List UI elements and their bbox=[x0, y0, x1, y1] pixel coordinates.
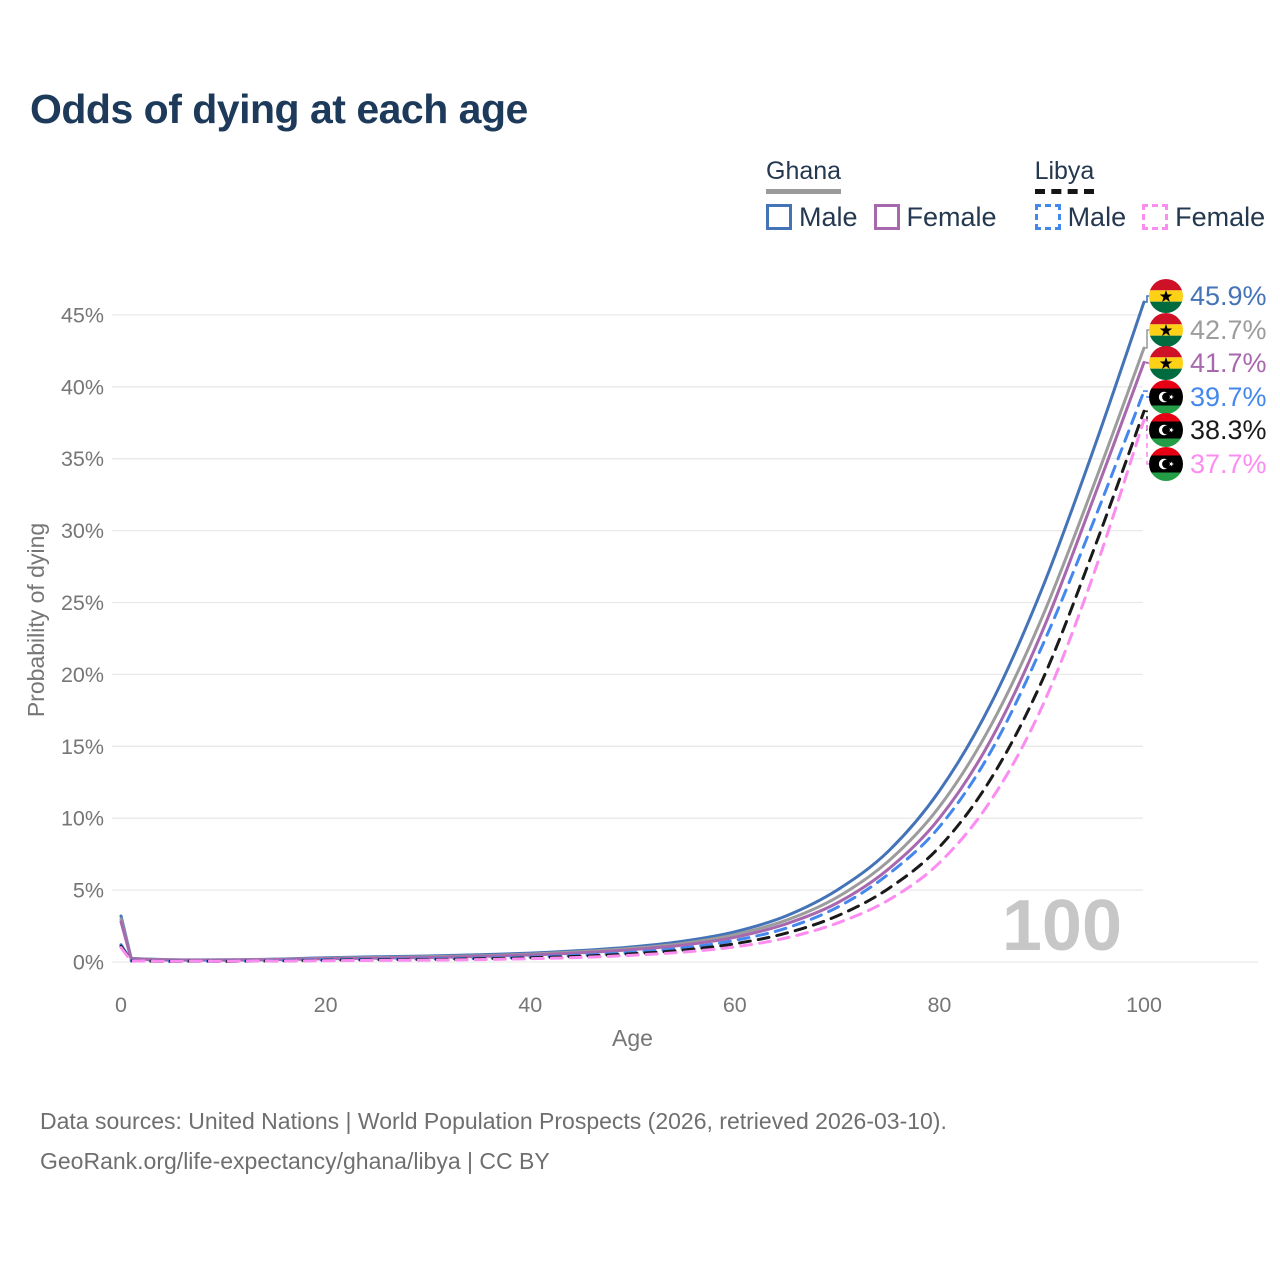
legend-item-label: Female bbox=[906, 201, 997, 232]
libya-male-line-swatch-icon bbox=[1034, 204, 1061, 230]
x-axis-tick-label: 0 bbox=[115, 993, 127, 1017]
ghana-male-line-swatch-icon bbox=[766, 204, 792, 230]
ghana-flag-icon bbox=[1149, 346, 1183, 380]
ghana-flag-icon bbox=[1149, 279, 1183, 313]
end-value-label: 37.7% bbox=[1190, 449, 1267, 479]
end-value-label: 41.7% bbox=[1190, 348, 1267, 378]
series-line-ghana-male[interactable] bbox=[119, 300, 1146, 962]
ghana-female-line-swatch-icon bbox=[873, 204, 900, 230]
ghana-flag-icon bbox=[1149, 313, 1183, 347]
y-axis-tick-label: 20% bbox=[61, 663, 104, 687]
y-axis-tick-label: 45% bbox=[61, 303, 104, 327]
libya-flag-icon bbox=[1149, 380, 1183, 414]
legend-country-ghana[interactable]: Ghana bbox=[766, 157, 842, 194]
y-axis-tick-label: 15% bbox=[61, 735, 104, 759]
y-axis-tick-label: 5% bbox=[73, 879, 104, 903]
footer: Data sources: United Nations | World Pop… bbox=[40, 1102, 947, 1181]
y-axis-tick-label: 40% bbox=[61, 375, 104, 399]
x-axis-title: Age bbox=[612, 1025, 653, 1051]
y-axis-tick-label: 30% bbox=[61, 519, 104, 543]
x-axis-tick-label: 20 bbox=[314, 993, 338, 1017]
x-axis-tick-label: 40 bbox=[518, 993, 542, 1017]
libya-flag-icon bbox=[1149, 413, 1183, 447]
legend-item-ghana-male[interactable]: Male bbox=[766, 202, 858, 233]
age-watermark: 100 bbox=[1002, 886, 1122, 966]
legend-country-libya[interactable]: Libya bbox=[1034, 157, 1095, 194]
legend-group-ghana: Ghana Male Female bbox=[766, 157, 997, 233]
series-line-ghana-female[interactable] bbox=[119, 360, 1146, 962]
attribution-line: GeoRank.org/life-expectancy/ghana/libya … bbox=[40, 1147, 550, 1174]
end-label-leader-line bbox=[1143, 390, 1150, 398]
series-line-libya-both-sexes[interactable] bbox=[119, 409, 1146, 963]
legend-item-label: Male bbox=[1067, 201, 1127, 232]
legend-item-label: Female bbox=[1175, 201, 1266, 232]
legend-item-label: Male bbox=[799, 201, 858, 232]
series-line-libya-female[interactable] bbox=[119, 418, 1146, 963]
x-axis-tick-label: 80 bbox=[927, 993, 951, 1017]
legend-item-ghana-female[interactable]: Female bbox=[873, 201, 997, 233]
legend: Ghana Male Female Libya Male bbox=[766, 157, 1265, 233]
legend-group-libya: Libya Male Female bbox=[1034, 157, 1265, 233]
data-sources-line: Data sources: United Nations | World Pop… bbox=[40, 1108, 947, 1134]
y-axis-tick-label: 10% bbox=[61, 807, 104, 831]
end-label-leader-line bbox=[1143, 419, 1150, 465]
end-label-leader-line bbox=[1143, 329, 1150, 349]
end-value-label: 38.3% bbox=[1190, 415, 1267, 445]
end-value-label: 45.9% bbox=[1190, 281, 1267, 311]
line-chart[interactable]: 100 0% 5% 10% 15% 20% 25% 30% 35% 40% 45% 0 20 40 60 80… bbox=[0, 250, 1280, 1070]
y-axis-title: Probability of dying bbox=[23, 523, 49, 717]
y-axis-tick-label: 0% bbox=[73, 951, 104, 975]
y-axis-tick-label: 35% bbox=[61, 447, 104, 471]
legend-item-libya-male[interactable]: Male bbox=[1034, 201, 1127, 233]
page-title: Odds of dying at each age bbox=[30, 86, 528, 132]
x-axis-tick-label: 60 bbox=[723, 993, 747, 1017]
libya-flag-icon bbox=[1149, 447, 1183, 481]
end-value-label: 42.7% bbox=[1190, 315, 1267, 345]
y-axis-tick-label: 25% bbox=[61, 591, 104, 615]
end-value-label: 39.7% bbox=[1190, 382, 1267, 412]
libya-female-line-swatch-icon bbox=[1142, 204, 1169, 230]
series-line-ghana-both-sexes[interactable] bbox=[119, 346, 1146, 962]
series-line-libya-male[interactable] bbox=[119, 389, 1146, 963]
legend-item-libya-female[interactable]: Female bbox=[1142, 202, 1265, 233]
x-axis-tick-label: 100 bbox=[1126, 993, 1162, 1017]
chart-canvas: 100 0% 5% 10% 15% 20% 25% 30% 35% 40% 45% 0 20 40 60 80… bbox=[23, 250, 1267, 1051]
